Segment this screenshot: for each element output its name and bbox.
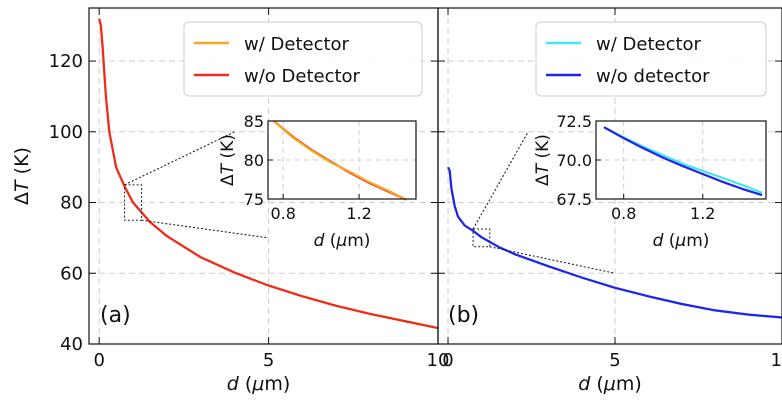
inset-y-tick-label: 72.5 — [556, 112, 592, 131]
legend-label-1: w/o Detector — [244, 66, 361, 87]
x-tick-label: 5 — [609, 350, 620, 371]
inset-x-tick-label: 0.8 — [270, 204, 295, 223]
panel-label: (a) — [100, 303, 131, 328]
y-tick-label: 120 — [49, 51, 83, 72]
inset-series-line-1 — [272, 120, 407, 201]
legend-box — [183, 21, 423, 97]
legend-box — [535, 21, 767, 97]
inset-x-axis-title: d (μm) — [314, 231, 371, 251]
panel-a: 0 5 10 40 60 80 100 120 d (μm) ΔT (K) (a) w/ Detect… — [11, 7, 450, 395]
inset-y-tick-label: 80 — [244, 151, 264, 170]
y-tick-label: 80 — [60, 193, 83, 214]
inset-y-tick-label: 70.0 — [556, 151, 592, 170]
x-axis-title: d (μm) — [227, 373, 291, 395]
inset-x-tick-label: 1.2 — [690, 204, 715, 223]
x-tick-label: 5 — [263, 350, 274, 371]
inset-y-axis-title: ΔT (K) — [533, 134, 553, 186]
series-line-1 — [98, 18, 439, 330]
y-tick-label: 100 — [49, 122, 83, 143]
zoom-connector — [141, 219, 269, 239]
x-tick-label: 0 — [442, 350, 453, 371]
y-tick-label: 40 — [60, 334, 83, 355]
zoom-box — [124, 184, 143, 221]
inset-y-tick-label: 75 — [244, 190, 264, 209]
zoom-connector — [489, 246, 616, 274]
inset-x-tick-label: 1.2 — [346, 204, 371, 223]
zoom-box — [472, 228, 491, 248]
inset-series-line-1 — [603, 126, 763, 197]
legend-label-0: w/ Detector — [244, 34, 350, 55]
panel-label: (b) — [448, 303, 479, 328]
plot-frame — [437, 7, 782, 345]
x-axis-title: d (μm) — [578, 373, 642, 395]
inset-y-tick-label: 67.5 — [556, 190, 592, 209]
zoom-connector — [472, 131, 529, 230]
legend-label-1: w/o detector — [596, 66, 710, 87]
y-axis-title: ΔT (K) — [11, 147, 33, 205]
inset-x-tick-label: 0.8 — [611, 204, 636, 223]
y-tick-label: 60 — [60, 263, 83, 284]
zoom-connector — [124, 131, 235, 186]
panel-b: 0 5 10 d (μm) (b) w/ Detector w/o detector 0.8 1… — [437, 7, 782, 395]
x-tick-label: 10 — [427, 350, 450, 371]
x-tick-label: 0 — [93, 350, 104, 371]
inset-y-tick-label: 85 — [244, 112, 264, 131]
legend-label-0: w/ Detector — [596, 34, 702, 55]
inset-x-axis-title: d (μm) — [653, 231, 710, 251]
inset-y-axis-title: ΔT (K) — [218, 134, 238, 186]
x-tick-label: 10 — [771, 350, 782, 371]
